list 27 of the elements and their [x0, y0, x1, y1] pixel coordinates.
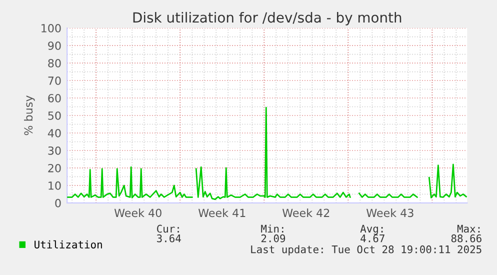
text: Cur: [157, 224, 179, 233]
x-tick-label: Week 41 [198, 208, 246, 218]
text: Min: [261, 224, 284, 233]
y-axis-title: % busy [24, 96, 35, 136]
y-tick-label: 50 [48, 111, 61, 120]
text: 4.67 [360, 234, 384, 242]
y-tick-label: 80 [48, 59, 61, 68]
text: Avg: [360, 224, 383, 235]
x-tick-label: Week 42 [282, 208, 330, 218]
y-tick-label: 20 [48, 164, 61, 172]
x-tick-label: Week 43 [366, 208, 414, 218]
text: Last update: Tue Oct 28 19:00:11 2025 [251, 245, 482, 256]
y-tick-label: 0 [55, 198, 61, 208]
y-tick-label: 90 [48, 42, 61, 50]
y-tick-label: 60 [48, 94, 61, 102]
legend-label: Utilization [34, 240, 102, 248]
text: 3.64 [157, 234, 181, 242]
y-tick-label: 30 [48, 146, 61, 155]
y-tick-label: 70 [48, 76, 61, 85]
text: Max: [457, 224, 480, 233]
y-tick-label: 40 [48, 128, 61, 138]
text: 2.09 [261, 234, 286, 242]
chart-title: Disk utilization for /dev/sda - by month [133, 12, 402, 26]
x-tick-label: Week 40 [114, 208, 162, 218]
text: 88.66 [451, 234, 482, 242]
y-tick-label: 100 [42, 24, 61, 32]
y-tick-label: 10 [48, 181, 61, 190]
